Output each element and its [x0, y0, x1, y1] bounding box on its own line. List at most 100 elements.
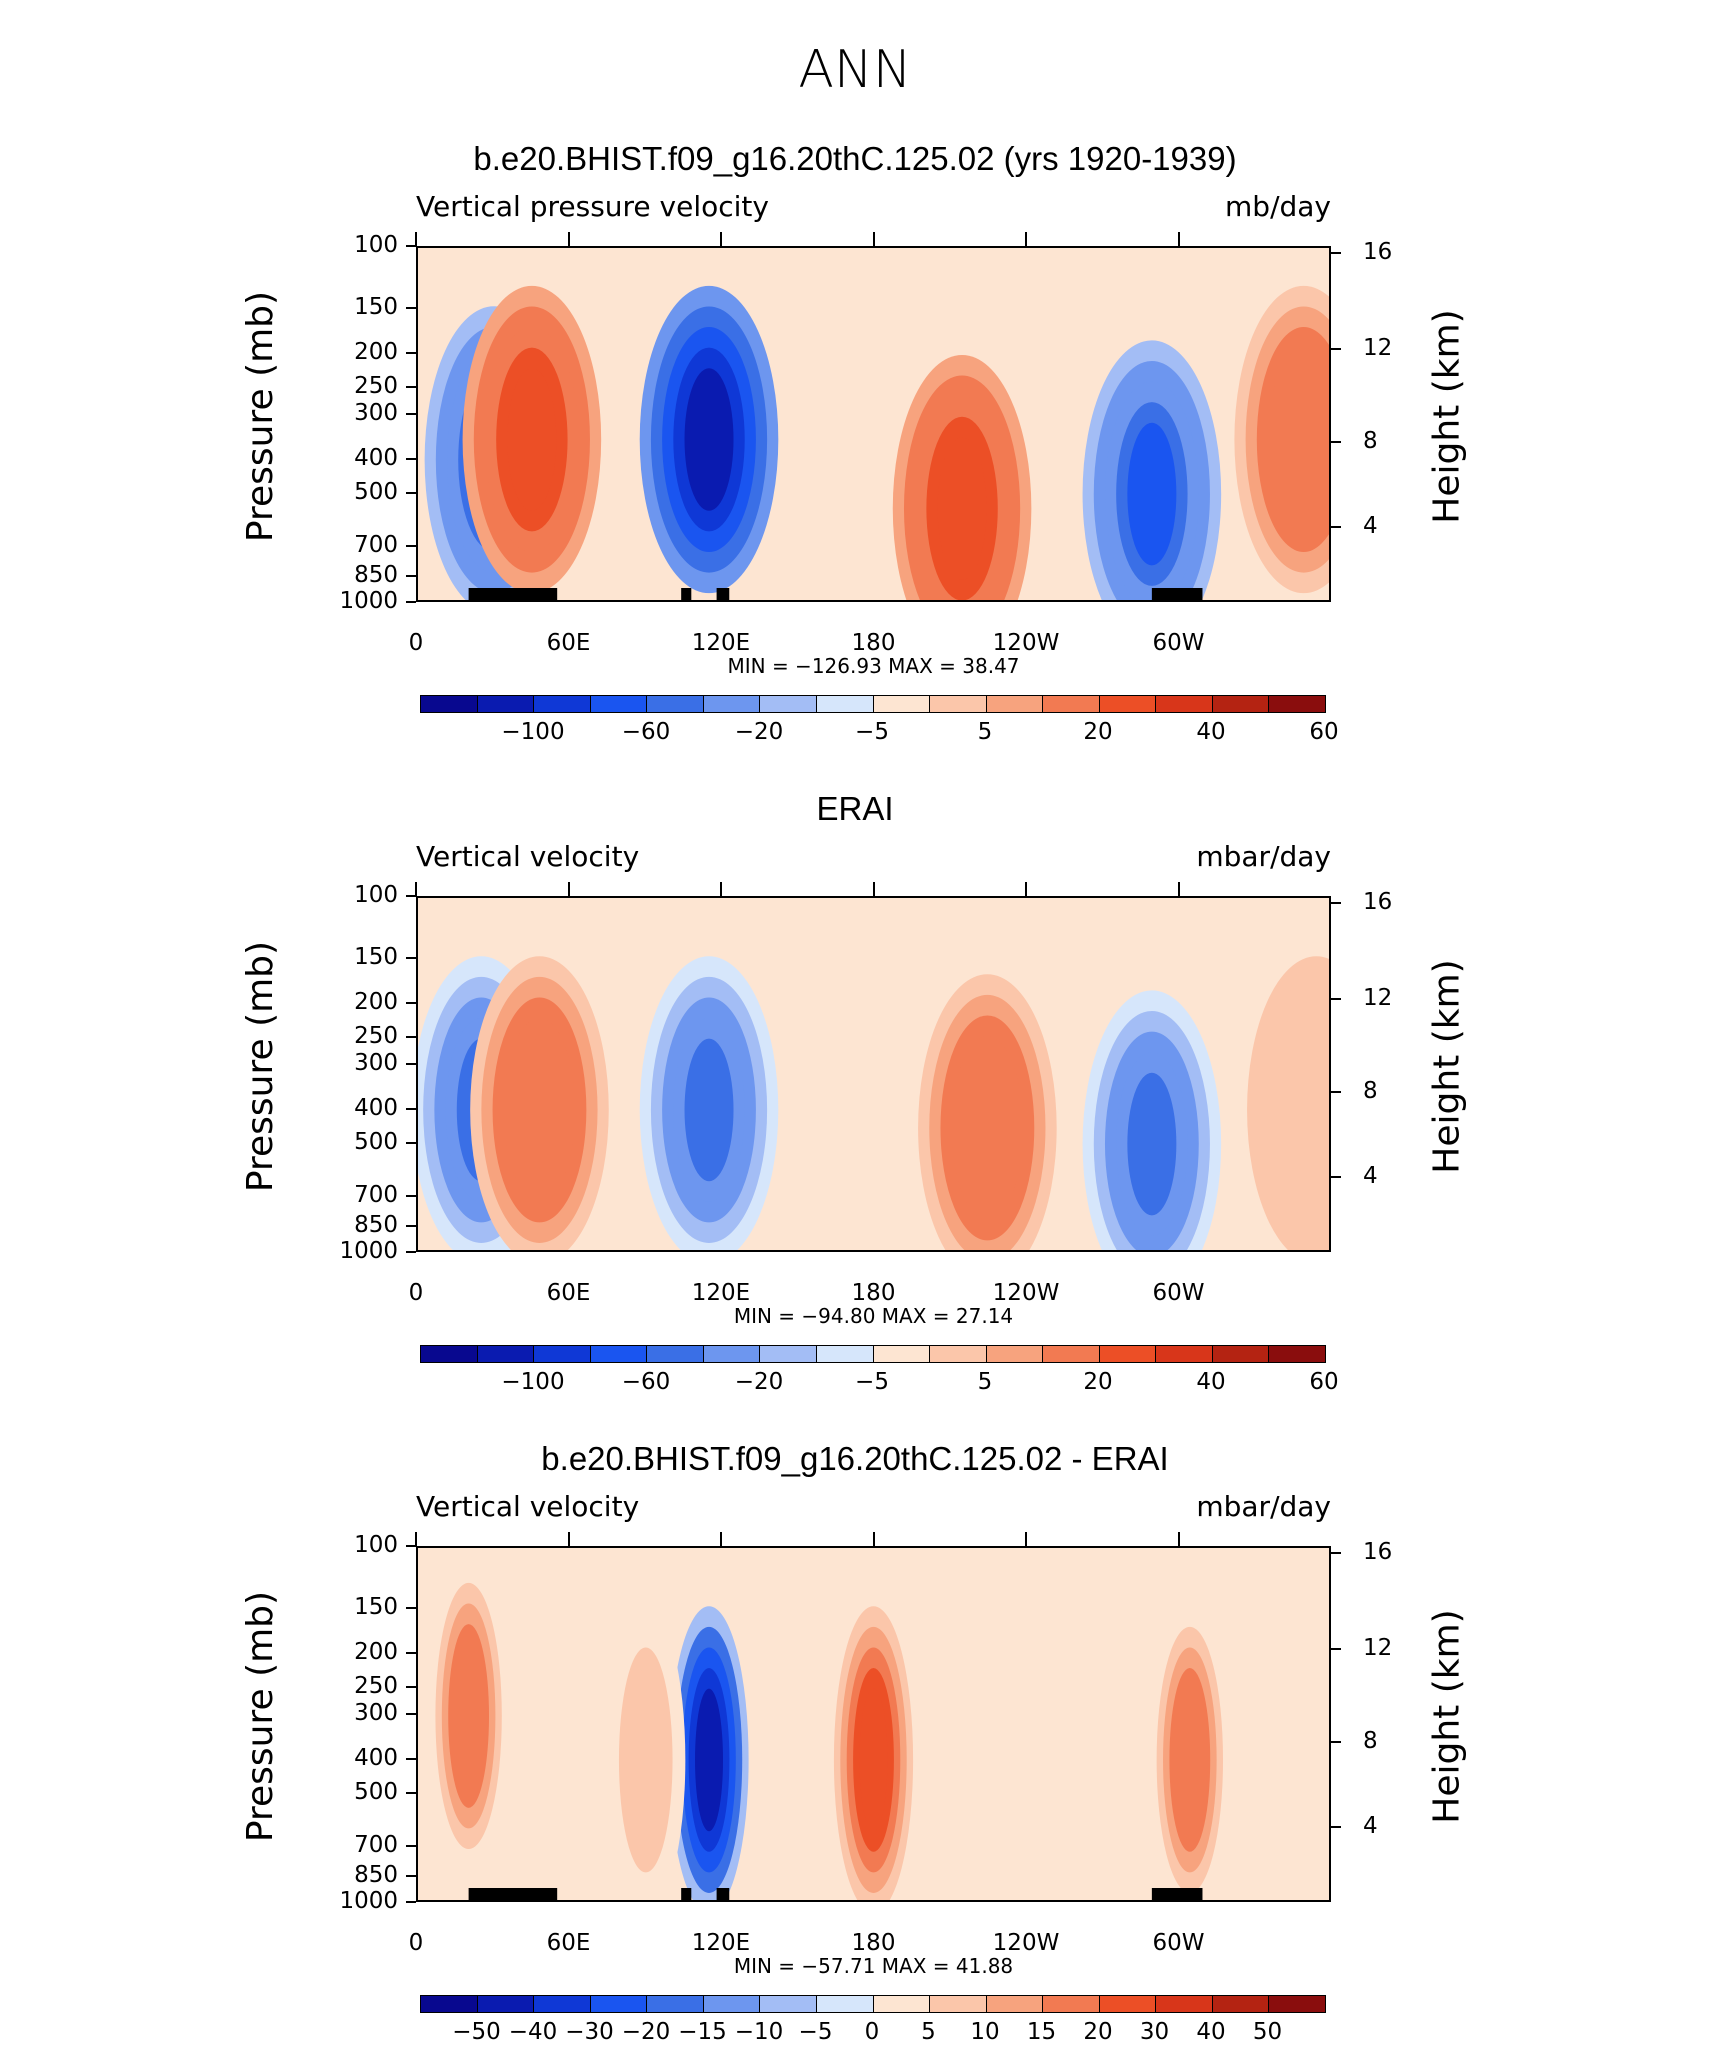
colorbar-swatch: [986, 696, 1044, 712]
x-tick-label: 60W: [1152, 1930, 1205, 1956]
colorbar-swatch: [477, 1346, 535, 1362]
x-tick-label: 60W: [1152, 1280, 1205, 1306]
y-tick-label: 1000: [339, 1888, 398, 1914]
min-max-label: MIN = −126.93 MAX = 38.47: [727, 654, 1020, 678]
topography-block: [468, 1888, 532, 1900]
y-tick-label: 150: [354, 294, 398, 321]
colorbar-swatch: [1099, 1996, 1157, 2012]
height-tick-label: 12: [1363, 335, 1393, 362]
colorbar-swatch: [1212, 696, 1270, 712]
colorbar-label: −60: [621, 719, 671, 745]
y-tick-label: 700: [354, 1181, 398, 1208]
x-tick-mark: [415, 882, 417, 896]
variable-label: Vertical velocity: [416, 840, 640, 873]
colorbar-label: 5: [977, 1369, 993, 1395]
colorbar-swatch: [647, 696, 704, 712]
contour-region-5-level-5: [631, 1688, 660, 1832]
y-tick-label: 100: [354, 1532, 398, 1558]
height-tick-label: 12: [1363, 1635, 1393, 1662]
x-tick-label: 60E: [546, 1280, 591, 1306]
colorbar-label: 40: [1196, 719, 1226, 745]
contour-region-1-level-5: [454, 1644, 483, 1788]
y-tick-label: 300: [354, 1050, 398, 1077]
colorbar-swatch: [421, 696, 478, 712]
topography-block: [716, 1888, 730, 1900]
colorbar-swatch: [1156, 696, 1213, 712]
y-tick-label: 250: [354, 372, 398, 399]
colorbar-swatch: [534, 1346, 591, 1362]
x-tick-label: 120E: [691, 1280, 751, 1306]
colorbar-swatch: [647, 1346, 704, 1362]
contour-region-4-level-5: [962, 1056, 1012, 1200]
height-tick-label: 8: [1363, 1727, 1378, 1754]
colorbar-label: 20: [1083, 719, 1113, 745]
topography-block: [716, 588, 730, 600]
y-axis-title: Pressure (mb): [240, 1590, 282, 1843]
height-tick-mark: [1331, 1826, 1341, 1829]
y-tick-mark: [406, 1194, 416, 1197]
x-tick-mark: [415, 232, 417, 246]
y-tick-label: 700: [354, 1831, 398, 1858]
x-tick-mark: [567, 232, 570, 246]
contour-field: [418, 898, 1329, 1250]
y-tick-mark: [406, 1713, 416, 1716]
y-tick-label: 400: [354, 1094, 398, 1121]
colorbar-swatch: [1212, 1346, 1270, 1362]
colorbar-swatch: [1269, 1996, 1325, 2012]
height-tick-mark: [1331, 348, 1341, 351]
x-tick-mark: [872, 882, 875, 896]
y-tick-label: 150: [354, 944, 398, 971]
colorbar-swatch: [1043, 1996, 1100, 2012]
x-tick-label: 60W: [1152, 630, 1205, 656]
height-tick-label: 8: [1363, 1077, 1378, 1104]
height-tick-mark: [1331, 902, 1341, 905]
topography-block: [681, 1888, 692, 1900]
chart-title: b.e20.BHIST.f09_g16.20thC.125.02 (yrs 19…: [473, 140, 1237, 177]
y-tick-label: 1000: [339, 588, 398, 614]
y-tick-mark: [406, 1685, 416, 1688]
colorbar-swatch: [873, 1996, 931, 2012]
colorbar-swatch: [760, 696, 817, 712]
y-tick-mark: [406, 307, 416, 310]
colorbar-swatch: [534, 696, 591, 712]
y-tick-mark: [406, 1651, 416, 1654]
x-tick-mark: [1177, 232, 1180, 246]
contour-region-6-level-5: [1291, 1038, 1329, 1182]
y-tick-label: 300: [354, 1700, 398, 1727]
units-label: mbar/day: [1196, 840, 1331, 873]
y-tick-mark: [406, 601, 416, 603]
colorbar-swatch: [986, 1996, 1044, 2012]
units-label: mbar/day: [1196, 1490, 1331, 1523]
contour-region-2-level-5: [695, 1688, 724, 1832]
x-tick-label: 0: [408, 630, 424, 656]
x-tick-label: 0: [408, 1280, 424, 1306]
contour-region-2-level-5: [514, 1038, 564, 1182]
y-tick-label: 400: [354, 444, 398, 471]
colorbar-swatch: [1269, 696, 1325, 712]
colorbar-swatch: [703, 1996, 761, 2012]
colorbar-swatch: [816, 1346, 874, 1362]
x-tick-label: 60E: [546, 630, 591, 656]
y-tick-mark: [406, 575, 416, 577]
min-max-label: MIN = −57.71 MAX = 41.88: [733, 1954, 1014, 1978]
colorbar-swatch: [930, 1996, 987, 2012]
height-tick-mark: [1331, 252, 1341, 255]
colorbar-label: −100: [501, 719, 565, 745]
variable-label: Vertical pressure velocity: [416, 190, 769, 223]
topography-block: [1151, 1888, 1203, 1900]
colorbar-swatch: [816, 1996, 874, 2012]
x-tick-label: 120E: [691, 630, 751, 656]
contour-field: [418, 1548, 1329, 1900]
colorbar: [420, 1345, 1326, 1363]
height-tick-label: 16: [1363, 239, 1393, 266]
y-tick-mark: [406, 1063, 416, 1066]
x-tick-mark: [720, 232, 722, 246]
x-tick-label: 60E: [546, 1930, 591, 1956]
height-tick-label: 16: [1363, 889, 1393, 916]
y-tick-mark: [406, 544, 416, 547]
y-tick-label: 500: [354, 478, 398, 505]
y-tick-mark: [406, 1875, 416, 1877]
x-tick-label: 180: [851, 1930, 896, 1956]
colorbar-swatch: [1099, 696, 1157, 712]
colorbar-swatch: [986, 1346, 1044, 1362]
